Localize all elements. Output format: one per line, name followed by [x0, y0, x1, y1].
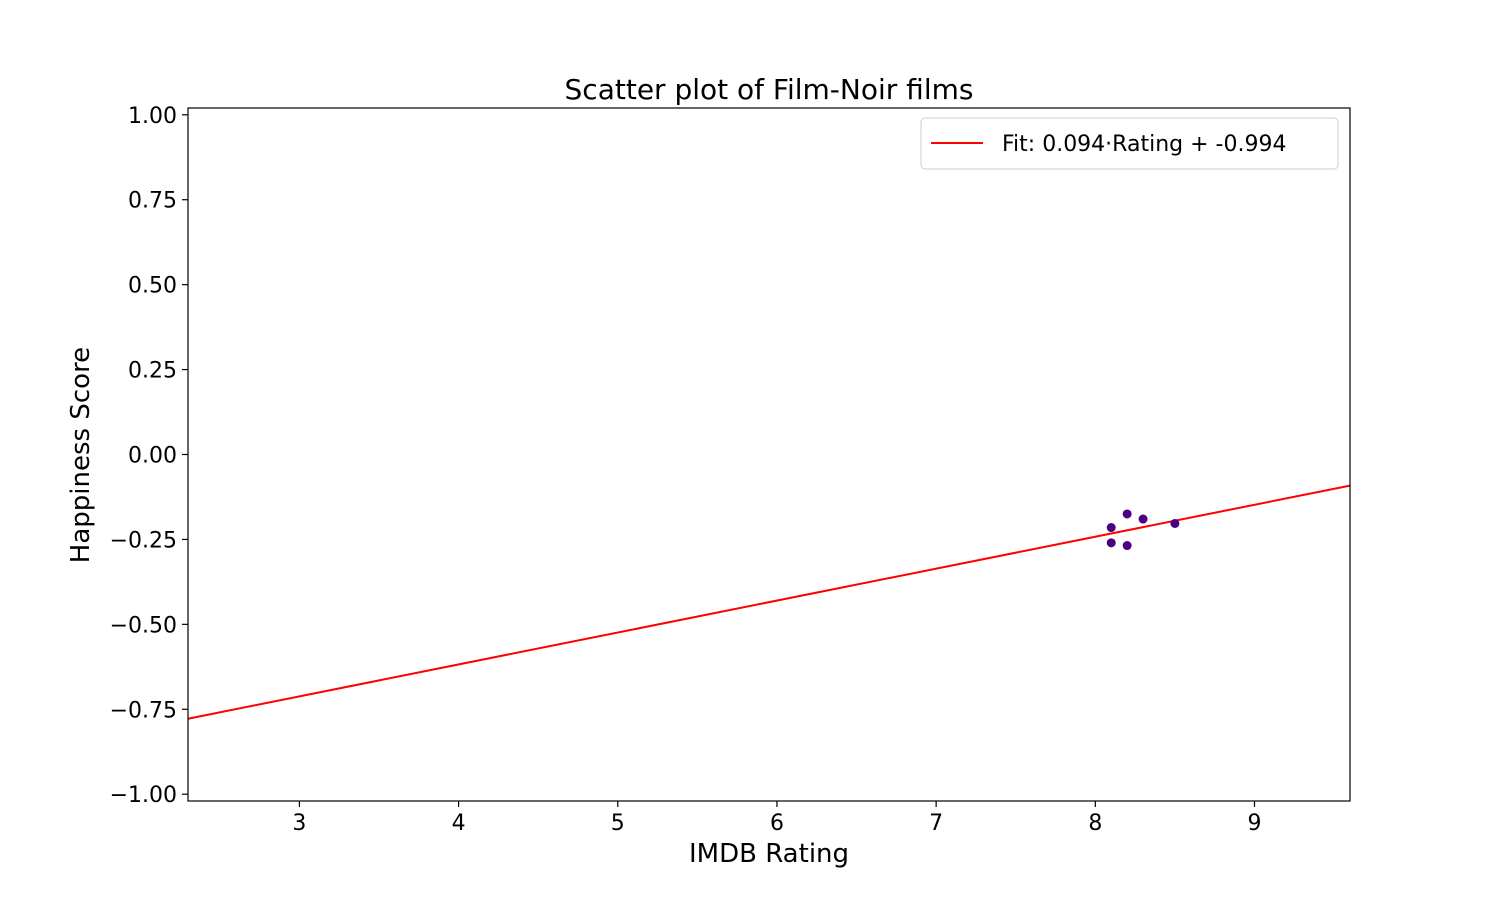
y-tick-label: 0.75 [128, 189, 177, 214]
legend-label: Fit: 0.094·Rating + -0.994 [1002, 132, 1286, 157]
x-tick-label: 9 [1247, 811, 1261, 836]
x-tick-label: 3 [292, 811, 306, 836]
legend-box [920, 117, 1339, 170]
y-tick-label: −0.50 [110, 613, 177, 638]
x-tick-label: 5 [611, 811, 625, 836]
data-points [1106, 509, 1180, 551]
plot-frame [187, 107, 1351, 802]
legend: Fit: 0.094·Rating + -0.994 [920, 117, 1339, 170]
y-tick-label: −1.00 [110, 783, 177, 808]
y-tick-label: 0.00 [128, 444, 177, 469]
fit-line [187, 484, 1351, 720]
y-tick-label: 1.00 [128, 104, 177, 129]
x-tick-label: 4 [452, 811, 466, 836]
data-point-5 [1138, 514, 1148, 524]
y-axis-label: Happiness Score [66, 347, 96, 563]
data-point-6 [1170, 518, 1180, 528]
x-tick-label: 6 [770, 811, 784, 836]
data-point-4 [1122, 541, 1132, 551]
data-point-3 [1122, 509, 1132, 519]
y-tick-label: −0.25 [110, 528, 177, 553]
fit-line-layer [187, 484, 1351, 720]
y-tick-label: 0.50 [128, 274, 177, 299]
y-tick-label: −0.75 [110, 698, 177, 723]
y-tick-label: 0.25 [128, 359, 177, 384]
y-axis-ticks: 1.00 0.75 0.50 0.25 0.00 −0.25 −0.50 −0.75 −1.00 [110, 104, 188, 808]
data-point-2 [1106, 538, 1116, 548]
x-axis-label: IMDB Rating [689, 839, 849, 869]
x-tick-label: 7 [929, 811, 943, 836]
x-axis-ticks: 3 4 5 6 7 8 9 [292, 801, 1261, 836]
data-point-1 [1106, 523, 1116, 533]
x-tick-label: 8 [1088, 811, 1102, 836]
chart-title: Scatter plot of Film-Noir films [565, 73, 974, 106]
